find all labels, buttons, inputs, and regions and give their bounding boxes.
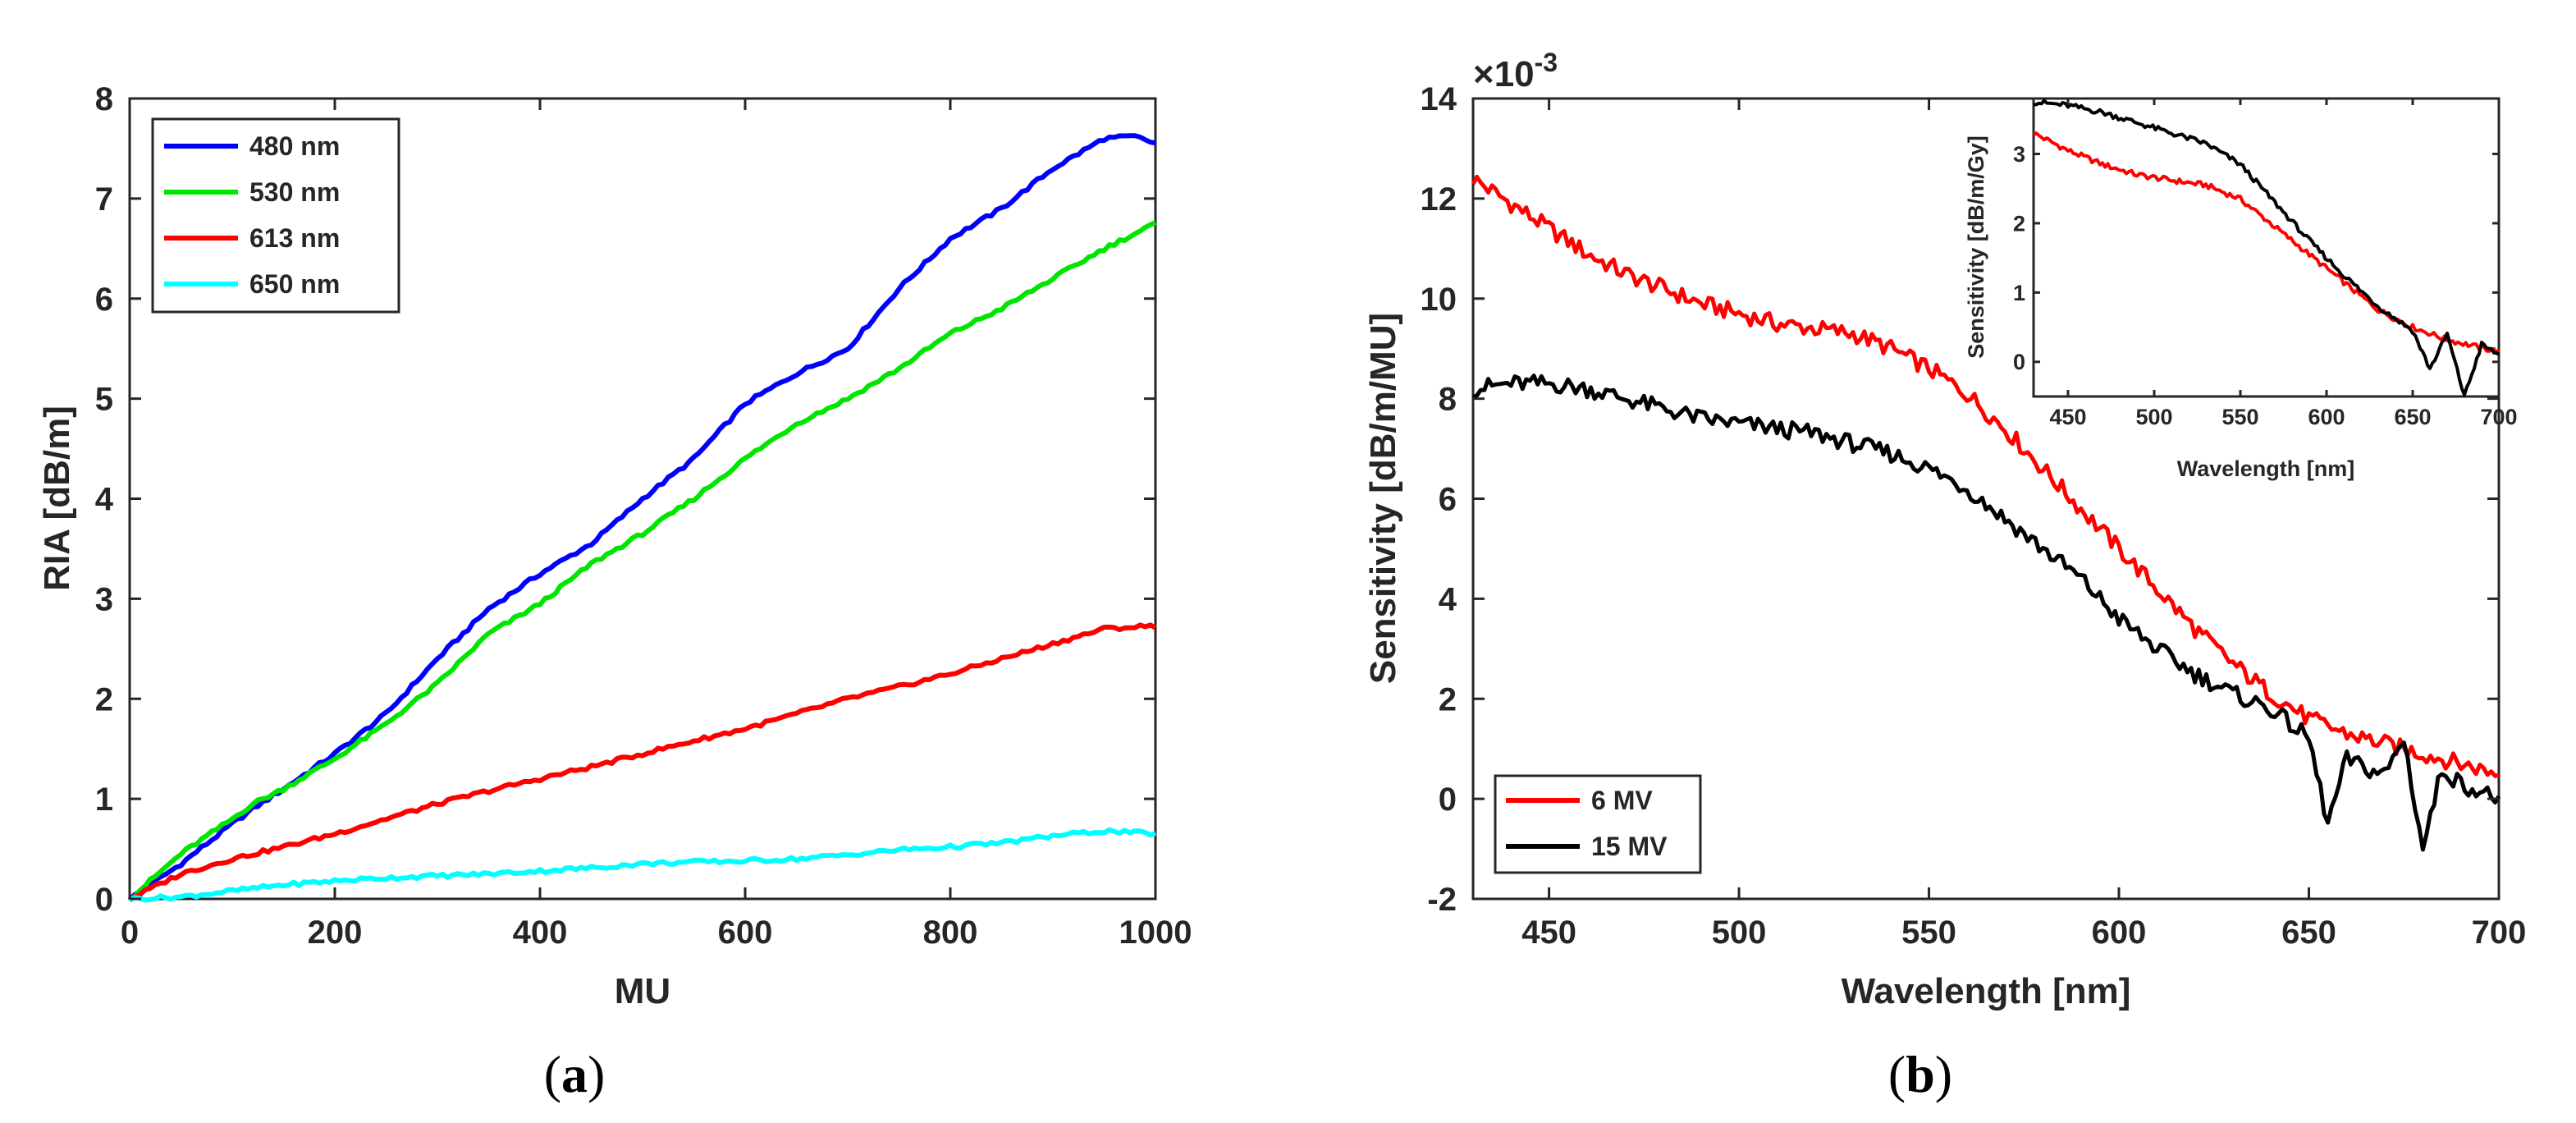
inset-xtick-label: 650 <box>2394 405 2431 429</box>
chart-b-inset: 450 500 550 600 650 700 0 1 2 3 Wavelength [nm] S… <box>1964 97 2518 481</box>
inset-xtick-label: 450 <box>2049 405 2086 429</box>
chart-b-xtick-label: 450 <box>1521 914 1576 951</box>
inset-ytick-label: 2 <box>2013 211 2025 236</box>
inset-xtick-label: 600 <box>2308 405 2345 429</box>
chart-b-series-15-mv <box>1472 374 2501 852</box>
chart-b-xtick-label: 600 <box>2092 914 2147 951</box>
chart-b-xlabel: Wavelength [nm] <box>1842 971 2131 1011</box>
chart-a-series-650-nm <box>128 827 1157 903</box>
inset-xtick-label: 550 <box>2221 405 2258 429</box>
chart-a-legend-label: 613 nm <box>249 223 340 253</box>
chart-b-legend: 6 MV 15 MV <box>1494 774 1702 874</box>
panel-label-a: (a) <box>544 1045 606 1103</box>
chart-b-xtick-label: 500 <box>1712 914 1767 951</box>
chart-b-xtick-label: 650 <box>2281 914 2336 951</box>
chart-b-xtick-label: 700 <box>2472 914 2527 951</box>
inset-ytick-label: 1 <box>2013 281 2025 305</box>
chart-a-series-530-nm <box>127 220 1157 903</box>
chart-b-plot-area <box>1471 97 2501 901</box>
chart-b-legend-label: 6 MV <box>1591 786 1653 815</box>
chart-b-ylabel: Sensitivity [dB/m/MU] <box>1363 313 1403 684</box>
chart-b-ytick-label: 0 <box>1439 782 1457 818</box>
chart-a-xtick-label: 0 <box>121 914 139 951</box>
chart-a-ytick-label: 7 <box>95 181 113 218</box>
chart-a-ytick-label: 0 <box>95 882 113 918</box>
chart-b-xtick-label: 550 <box>1901 914 1956 951</box>
chart-a-legend-label: 480 nm <box>249 131 340 161</box>
inset-series-15-mv <box>2034 99 2501 396</box>
chart-a-ytick-label: 1 <box>95 782 113 818</box>
chart-a-xtick-label: 400 <box>513 914 568 951</box>
chart-a-ytick-label: 6 <box>95 282 113 318</box>
chart-a-ytick-label: 4 <box>95 482 114 518</box>
chart-b-ytick-label: 6 <box>1439 482 1457 518</box>
chart-a-ytick-label: 8 <box>95 81 113 117</box>
inset-series-6-mv <box>2032 131 2501 355</box>
chart-b-ytick-label: 4 <box>1439 581 1457 617</box>
chart-a-xlabel: MU <box>615 971 670 1011</box>
chart-a-ylabel: RIA [dB/m] <box>37 406 77 591</box>
chart-a-ytick-label: 2 <box>95 681 113 717</box>
chart-b-ytick-label: 10 <box>1421 282 1457 318</box>
panel-label-b: (b) <box>1888 1045 1952 1103</box>
chart-b-ytick-label: 8 <box>1439 382 1457 418</box>
inset-plot-area <box>2032 97 2501 398</box>
chart-a-xtick-label: 200 <box>308 914 363 951</box>
chart-b-ytick-label: -2 <box>1427 882 1457 918</box>
chart-b-ytick-label: 2 <box>1439 681 1457 717</box>
chart-a-xtick-label: 800 <box>923 914 978 951</box>
chart-a-legend: 480 nm 530 nm 613 nm 650 nm <box>151 117 400 314</box>
chart-a-ytick-label: 3 <box>95 581 113 617</box>
chart-a-xtick-label: 1000 <box>1119 914 1192 951</box>
chart-b-ytick-label: 12 <box>1421 181 1457 218</box>
inset-ytick-label: 0 <box>2013 350 2025 374</box>
inset-xtick-label: 700 <box>2480 405 2517 429</box>
chart-b-legend-box <box>1494 774 1702 874</box>
chart-a: 0 200 400 600 800 1000 0 1 2 3 4 5 6 7 8 MU RIA [dB/m]… <box>37 81 1192 1103</box>
inset-xlabel: Wavelength [nm] <box>2177 456 2355 481</box>
chart-b-legend-label: 15 MV <box>1591 832 1668 861</box>
chart-a-legend-label: 530 nm <box>249 177 340 207</box>
chart-b-series-6-mv <box>1471 174 2500 778</box>
chart-a-legend-label: 650 nm <box>249 269 340 299</box>
inset-xtick-label: 500 <box>2135 405 2172 429</box>
inset-ylabel: Sensitivity [dB/m/Gy] <box>1964 135 1988 359</box>
chart-a-legend-box <box>151 117 400 314</box>
chart-b-y-multiplier: ×10-3 <box>1473 48 1558 94</box>
chart-b-ytick-label: 14 <box>1421 81 1457 117</box>
chart-a-ytick-label: 5 <box>95 382 113 418</box>
chart-a-xtick-label: 600 <box>718 914 773 951</box>
chart-a-series-613-nm <box>128 622 1157 902</box>
inset-ytick-label: 3 <box>2013 142 2025 167</box>
